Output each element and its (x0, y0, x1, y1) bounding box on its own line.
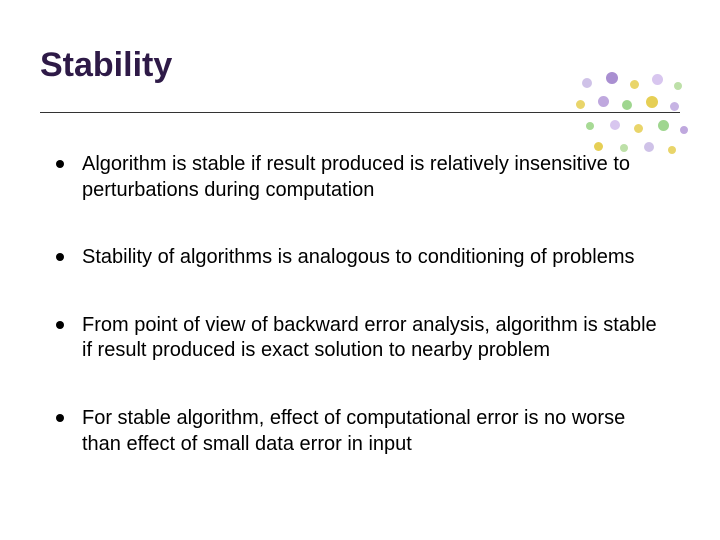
bullet-item: From point of view of backward error ana… (56, 313, 664, 364)
decorative-dot (646, 96, 658, 108)
decorative-dot (674, 82, 682, 90)
decorative-dot (634, 124, 643, 133)
bullet-item: Stability of algorithms is analogous to … (56, 245, 664, 271)
bullet-item: For stable algorithm, effect of computat… (56, 406, 664, 457)
decorative-dot (576, 100, 585, 109)
decorative-dot (620, 144, 628, 152)
decorative-dot (652, 74, 663, 85)
decorative-dot (598, 96, 609, 107)
bullet-dot-icon (56, 414, 64, 422)
bullet-list: Algorithm is stable if result produced i… (56, 152, 664, 499)
bullet-dot-icon (56, 160, 64, 168)
decorative-dot (680, 126, 688, 134)
decorative-dot (668, 146, 676, 154)
decorative-dot (622, 100, 632, 110)
bullet-dot-icon (56, 253, 64, 261)
bullet-text: For stable algorithm, effect of computat… (82, 406, 664, 457)
decorative-dot (586, 122, 594, 130)
decorative-dot (658, 120, 669, 131)
decorative-dot (630, 80, 639, 89)
decorative-dot (582, 78, 592, 88)
bullet-text: From point of view of backward error ana… (82, 313, 664, 364)
slide-title: Stability (40, 46, 172, 85)
bullet-text: Algorithm is stable if result produced i… (82, 152, 664, 203)
decorative-dot (644, 142, 654, 152)
title-underline (40, 112, 680, 113)
bullet-item: Algorithm is stable if result produced i… (56, 152, 664, 203)
decorative-dot (606, 72, 618, 84)
slide: Stability Algorithm is stable if result … (0, 0, 720, 540)
decorative-dot-cluster (572, 70, 692, 160)
bullet-text: Stability of algorithms is analogous to … (82, 245, 664, 271)
decorative-dot (610, 120, 620, 130)
bullet-dot-icon (56, 321, 64, 329)
decorative-dot (670, 102, 679, 111)
decorative-dot (594, 142, 603, 151)
